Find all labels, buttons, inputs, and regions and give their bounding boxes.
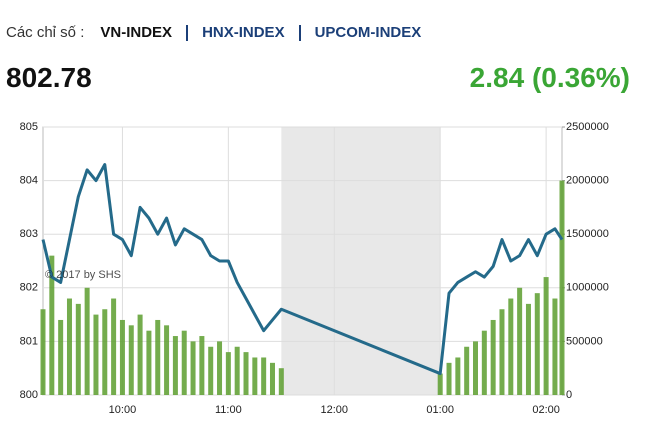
volume-bar	[252, 357, 258, 395]
volume-bar	[84, 287, 90, 395]
volume-bar	[128, 325, 134, 395]
volume-bar	[119, 319, 125, 395]
volume-bar	[40, 309, 46, 395]
volume-bar	[490, 319, 496, 395]
volume-bar	[525, 303, 531, 395]
index-value: 802.78	[6, 62, 92, 93]
volume-bar	[93, 314, 99, 395]
y2-tick-label: 500000	[566, 335, 603, 347]
volume-bar	[499, 309, 505, 395]
volume-bar	[137, 314, 143, 395]
x-tick-label: 11:00	[215, 404, 242, 416]
y2-tick-label: 0	[566, 389, 572, 401]
watermark: © 2017 by SHS	[45, 269, 121, 281]
volume-bar	[181, 330, 187, 395]
volume-bar	[464, 346, 470, 395]
volume-bar	[225, 352, 231, 395]
volume-bar	[534, 293, 540, 395]
volume-bar	[481, 330, 487, 395]
y2-tick-label: 1000000	[566, 282, 609, 294]
index-tabs: Các chỉ số : VN-INDEX HNX-INDEX UPCOM-IN…	[6, 24, 435, 41]
volume-bar	[199, 336, 205, 395]
volume-bar	[508, 298, 514, 395]
volume-bar	[473, 341, 478, 395]
volume-bar	[559, 180, 565, 395]
volume-bar	[234, 346, 240, 395]
y-tick-label: 805	[20, 121, 38, 133]
volume-bar	[269, 362, 275, 395]
break-shade	[281, 127, 441, 395]
volume-bar	[208, 346, 214, 395]
volume-bar	[543, 277, 549, 395]
volume-bar	[102, 309, 108, 395]
volume-bar	[261, 357, 267, 395]
tab[interactable]: HNX-INDEX	[186, 24, 299, 41]
y-tick-label: 802	[20, 282, 38, 294]
y-tick-label: 801	[20, 335, 38, 347]
volume-bar	[437, 373, 443, 395]
volume-bar	[243, 352, 249, 395]
volume-bar	[75, 303, 81, 395]
x-tick-label: 10:00	[109, 404, 137, 416]
volume-bar	[111, 298, 117, 395]
y2-tick-label: 2500000	[566, 121, 609, 133]
volume-bar	[146, 330, 152, 395]
tab[interactable]: UPCOM-INDEX	[298, 24, 436, 41]
y-tick-label: 804	[20, 175, 38, 187]
volume-bar	[455, 357, 461, 395]
y2-tick-label: 1500000	[566, 228, 609, 240]
y2-tick-label: 2000000	[566, 175, 609, 187]
y-tick-label: 803	[20, 228, 38, 240]
tabs-label: Các chỉ số :	[6, 24, 85, 41]
volume-bar	[58, 319, 64, 395]
volume-bar	[49, 255, 55, 395]
volume-bar	[164, 325, 170, 395]
volume-bar	[446, 362, 452, 395]
volume-bar	[217, 341, 223, 395]
index-line	[41, 163, 564, 376]
x-tick-label: 01:00	[426, 404, 454, 416]
volume-bar	[66, 298, 72, 395]
y-tick-label: 800	[20, 389, 38, 401]
volume-bar	[172, 336, 178, 395]
volume-bar	[552, 298, 558, 395]
volume-bar	[155, 319, 161, 395]
x-tick-label: 12:00	[321, 404, 349, 416]
volume-bar	[190, 341, 196, 395]
index-change: 2.84 (0.36%)	[469, 62, 630, 93]
x-tick-label: 02:00	[532, 404, 560, 416]
tab[interactable]: VN-INDEX	[100, 23, 173, 41]
volume-bar	[278, 368, 284, 395]
volume-bar	[517, 287, 523, 395]
